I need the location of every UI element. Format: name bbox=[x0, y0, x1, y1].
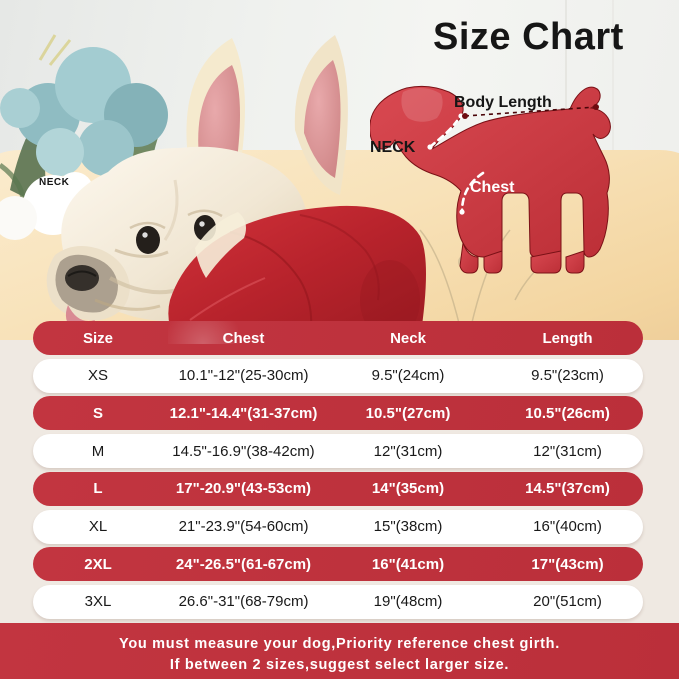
svg-text:NECK: NECK bbox=[370, 139, 416, 156]
svg-text:Body Length: Body Length bbox=[454, 94, 552, 111]
svg-text:Chest: Chest bbox=[470, 179, 515, 196]
